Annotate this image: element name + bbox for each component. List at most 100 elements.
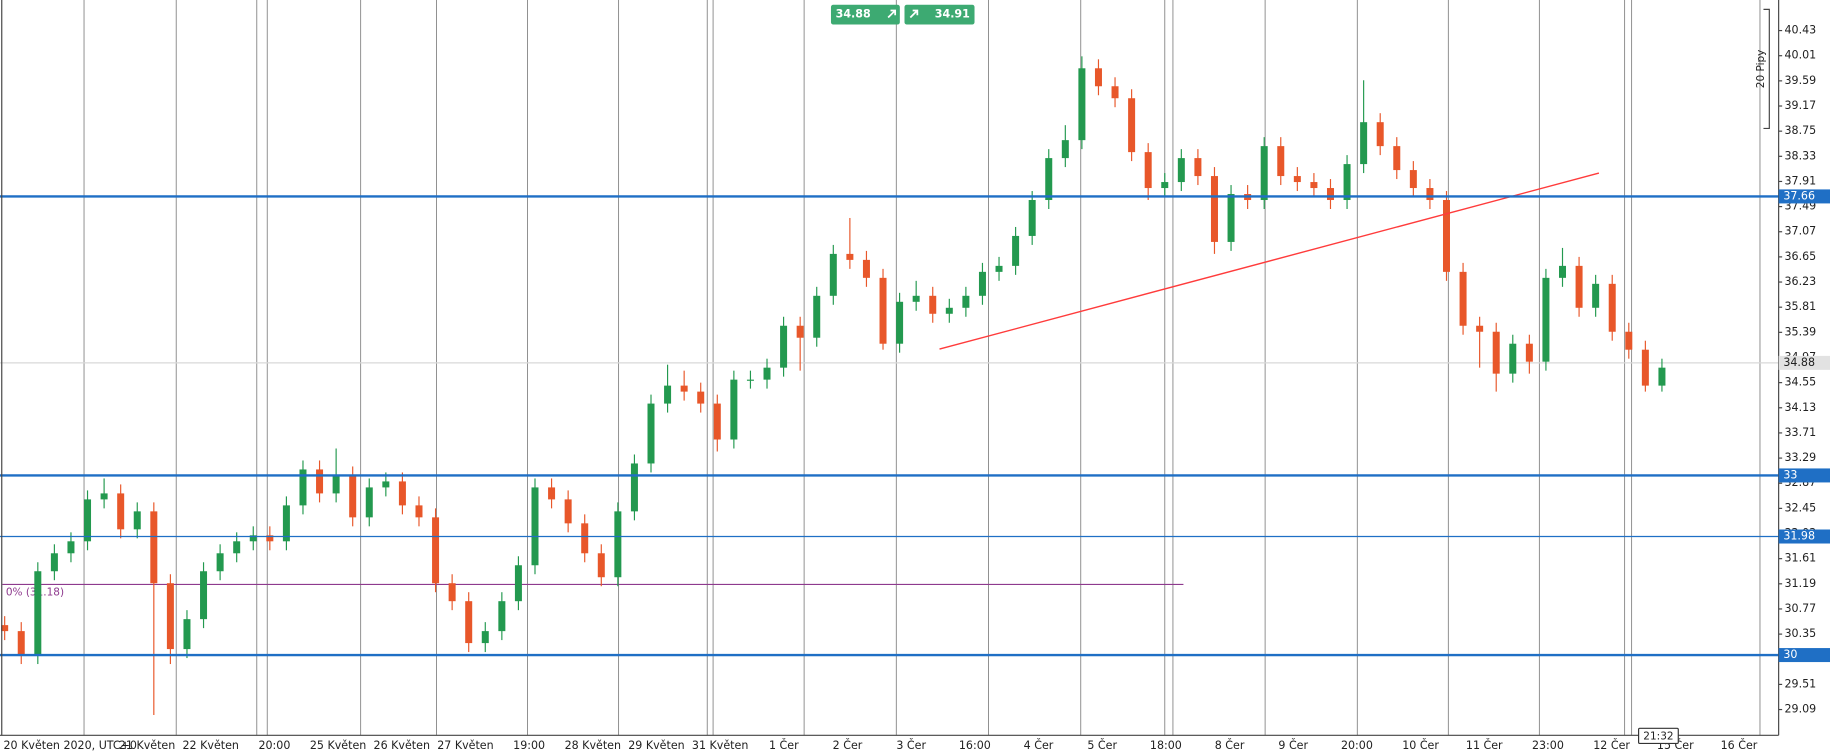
candle-body [1194, 158, 1202, 177]
x-tick-label: 19:00 [513, 739, 545, 752]
x-tick-label: 22 Květen [183, 739, 239, 752]
candle-body [1641, 349, 1649, 386]
candle-body [1575, 265, 1583, 308]
candle-body [829, 253, 837, 296]
x-tick-label: 18:00 [1150, 739, 1182, 752]
x-tick-label: 5 Čer [1087, 739, 1117, 752]
pip-bracket [1763, 8, 1770, 129]
x-tick-label: 21 Květen [119, 739, 175, 752]
y-tick-label: 35.81 [1784, 300, 1816, 313]
level-badge [1778, 189, 1830, 204]
x-tick-label: 20:00 [1341, 739, 1373, 752]
candle-body [1559, 265, 1567, 278]
candle-body [282, 505, 290, 542]
y-tick-label: 40.43 [1784, 24, 1816, 37]
x-tick-label: 3 Čer [896, 739, 926, 752]
sell-button-bg[interactable] [830, 4, 900, 25]
candle-body [349, 475, 357, 518]
candle-body [597, 553, 605, 578]
candle-body [1045, 158, 1053, 201]
candle-body [514, 565, 522, 602]
level-badge [1778, 648, 1830, 663]
candle-body [531, 487, 539, 566]
candle-body [1525, 343, 1533, 362]
level-label: 30 [1783, 648, 1797, 661]
candle-body [1177, 158, 1185, 183]
candle-body [1409, 170, 1417, 189]
buy-button[interactable]: 34.91 [904, 4, 975, 25]
candle-body [117, 493, 125, 530]
y-tick-label: 39.59 [1784, 74, 1816, 87]
y-tick-label: 38.75 [1784, 124, 1816, 137]
candle-body [1227, 194, 1235, 242]
candle-body [34, 571, 42, 656]
candle-body [249, 535, 257, 542]
level-badge [1778, 529, 1830, 544]
candle-body [846, 253, 854, 260]
candle-body [548, 487, 556, 500]
candle-body [879, 277, 887, 344]
candle-body [1260, 146, 1268, 201]
x-tick-label: 8 Čer [1215, 739, 1245, 752]
candle-body [398, 481, 406, 506]
candle-body [912, 295, 920, 302]
pip-ruler: 20 Pipy [1755, 8, 1770, 129]
buy-price[interactable]: 34.91 [935, 8, 970, 21]
candle-body [564, 499, 572, 524]
sell-arrow [887, 9, 897, 19]
level-label: 37.66 [1783, 189, 1815, 202]
candle-body [465, 601, 473, 644]
candle-body [432, 517, 440, 584]
candle-body [1210, 176, 1218, 242]
sell-button[interactable]: 34.88 [830, 4, 900, 25]
x-tick-label: 27 Květen [437, 739, 493, 752]
candle-body [1658, 367, 1666, 386]
x-tick-label: 4 Čer [1024, 739, 1054, 752]
candle-body [332, 475, 340, 494]
candle-body [1293, 176, 1301, 183]
time-badge: 21:32 [1638, 727, 1679, 745]
candle-body [1492, 331, 1500, 374]
candle-body [995, 265, 1003, 272]
x-tick-label: 23:00 [1532, 739, 1564, 752]
candle-body [1144, 152, 1152, 189]
candle-body [1542, 277, 1550, 362]
candle-body [813, 295, 821, 338]
candle-body [647, 403, 655, 464]
candle-body [780, 325, 788, 368]
candle-body [1608, 283, 1616, 332]
candle-body [1012, 235, 1020, 266]
buy-button-bg[interactable] [904, 4, 975, 25]
candle-body [498, 601, 506, 632]
candle-body [133, 511, 141, 530]
candle-body [1078, 68, 1086, 141]
buy-arrow [909, 9, 919, 19]
candle-body [1376, 122, 1384, 147]
candle-body [962, 295, 970, 308]
candle-body [896, 301, 904, 344]
sell-price[interactable]: 34.88 [836, 8, 871, 21]
candle-body [166, 583, 174, 650]
candle-body [415, 505, 423, 518]
x-tick-label: 16:00 [959, 739, 991, 752]
y-tick-label: 31.19 [1784, 577, 1816, 590]
y-tick-label: 32.45 [1784, 501, 1816, 514]
candle-body [84, 499, 92, 542]
candle-body [1442, 200, 1450, 272]
y-tick-label: 30.35 [1784, 627, 1816, 640]
plot: 0% (31.18) [0, 56, 1779, 715]
y-tick-label: 37.91 [1784, 174, 1816, 187]
candle-body [1343, 164, 1351, 201]
candle-body [1161, 182, 1169, 189]
y-tick-label: 40.01 [1784, 49, 1816, 62]
x-tick-label: 9 Čer [1278, 739, 1308, 752]
x-tick-label: 10 Čer [1402, 739, 1439, 752]
x-tick-label: 16 Čer [1721, 739, 1758, 752]
candle-body [1028, 200, 1036, 236]
candle-body [100, 493, 108, 500]
y-tick-label: 31.61 [1784, 552, 1816, 565]
x-tick-label: 12 Čer [1593, 739, 1630, 752]
candle-body [978, 271, 986, 296]
time-label: 21:32 [1643, 730, 1673, 742]
